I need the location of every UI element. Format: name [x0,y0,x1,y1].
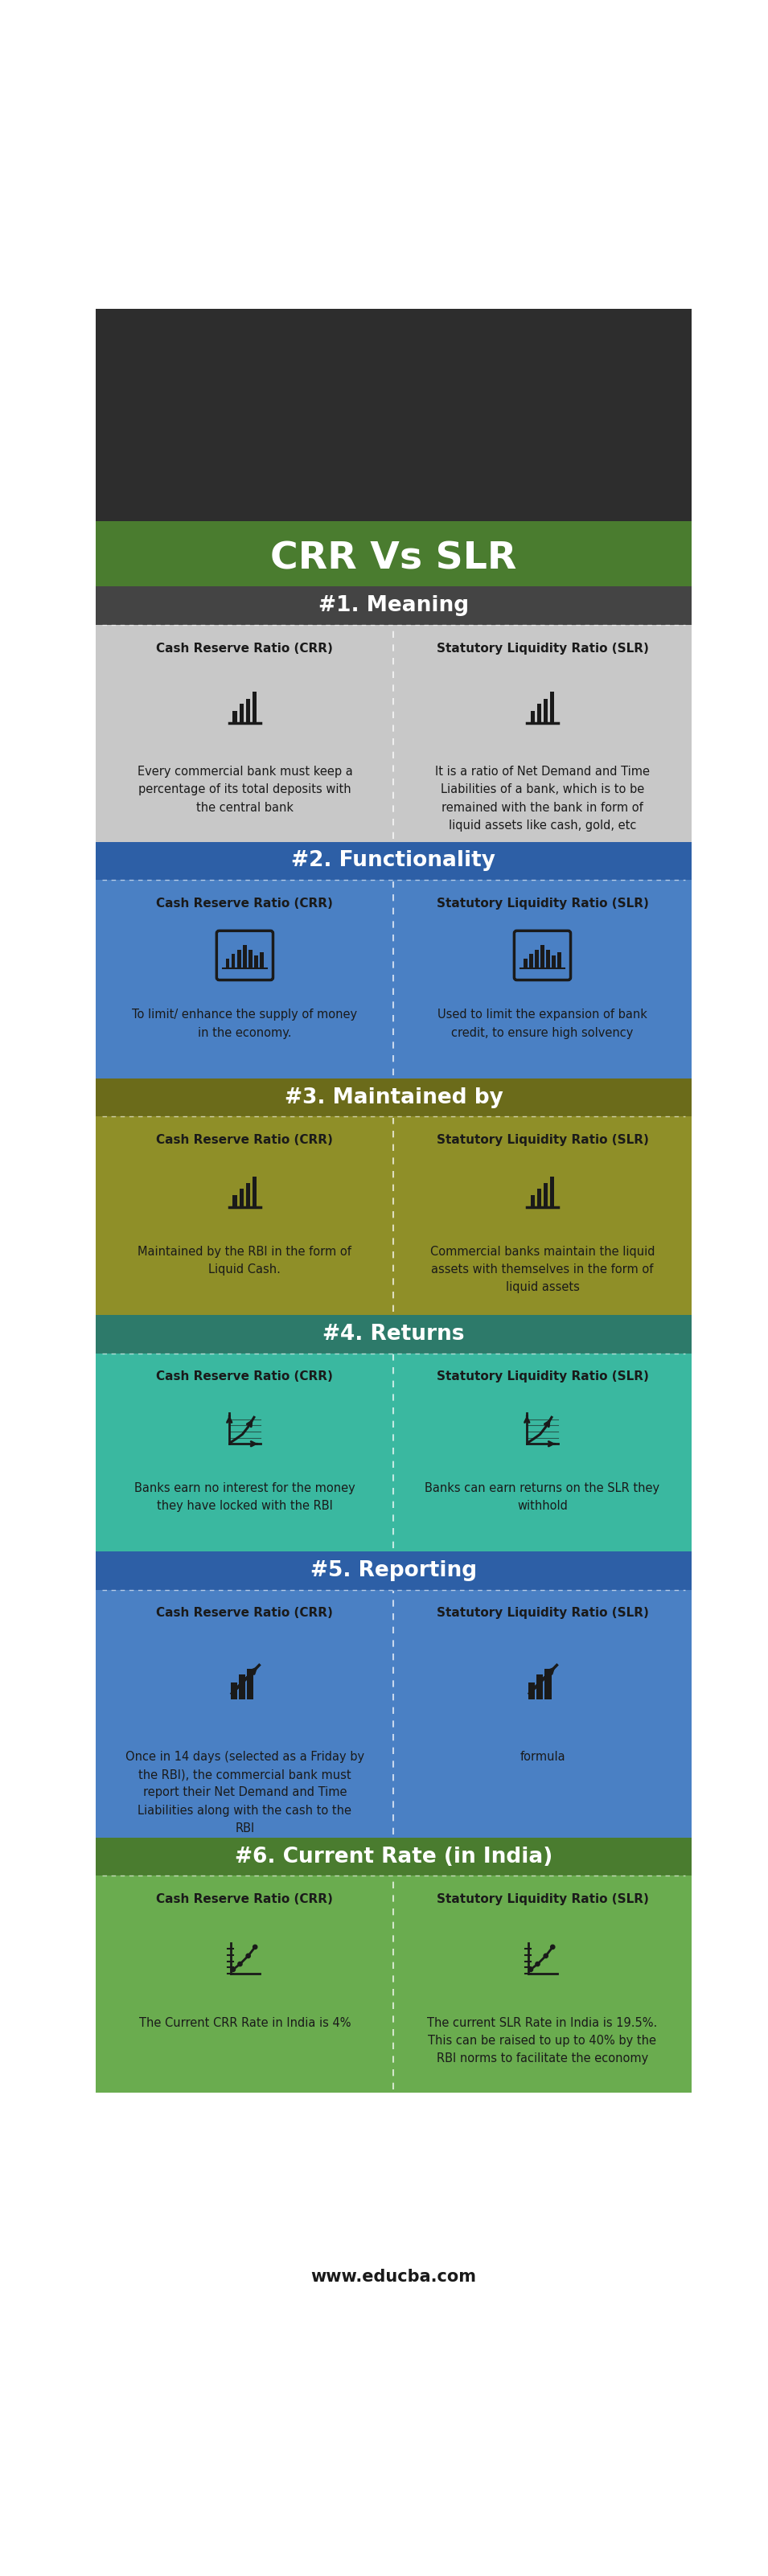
Text: Statutory Liquidity Ratio (SLR): Statutory Liquidity Ratio (SLR) [436,1370,648,1383]
Text: The current SLR Rate in India is 19.5%.
This can be raised to up to 40% by the
R: The current SLR Rate in India is 19.5%. … [427,2017,657,2063]
Bar [96,1115,691,1314]
Bar [247,1669,253,1700]
Bar [529,953,533,969]
Bar [96,520,691,533]
Bar [544,698,548,724]
Text: Cash Reserve Ratio (CRR): Cash Reserve Ratio (CRR) [157,1370,333,1383]
Bar [233,711,237,724]
Bar [254,956,258,969]
Text: Statutory Liquidity Ratio (SLR): Statutory Liquidity Ratio (SLR) [436,1133,648,1146]
Bar [233,1195,237,1208]
Bar [96,1551,691,1589]
Bar [226,958,230,969]
Bar [96,1352,691,1551]
Bar [246,1182,250,1208]
Bar [536,1674,543,1700]
Text: Commercial banks maintain the liquid
assets with themselves in the form of
liqui: Commercial banks maintain the liquid ass… [430,1244,655,1293]
Text: Cash Reserve Ratio (CRR): Cash Reserve Ratio (CRR) [157,1893,333,1906]
Text: #1. Meaning: #1. Meaning [319,595,468,616]
Bar [96,1589,691,1837]
Bar [96,1314,691,1352]
Text: Once in 14 days (selected as a Friday by
the RBI), the commercial bank must
repo: Once in 14 days (selected as a Friday by… [125,1752,364,1834]
Bar [546,951,550,969]
Text: www.educba.com: www.educba.com [311,2269,476,2285]
Text: Cash Reserve Ratio (CRR): Cash Reserve Ratio (CRR) [157,1607,333,1620]
Bar [96,1079,691,1115]
Text: #2. Functionality: #2. Functionality [292,850,495,871]
Bar [96,1837,691,1875]
Bar [544,1182,548,1208]
Text: Statutory Liquidity Ratio (SLR): Statutory Liquidity Ratio (SLR) [436,1607,648,1620]
Bar [550,1177,554,1208]
Bar [531,1195,535,1208]
Bar [243,945,247,969]
Text: Cash Reserve Ratio (CRR): Cash Reserve Ratio (CRR) [157,641,333,654]
Bar [230,1682,237,1700]
Bar [253,1177,257,1208]
Text: formula: formula [520,1752,565,1762]
Text: #3. Maintained by: #3. Maintained by [284,1087,503,1108]
Bar [237,951,241,969]
Text: Cash Reserve Ratio (CRR): Cash Reserve Ratio (CRR) [157,1133,333,1146]
Bar [96,587,691,626]
Bar [253,693,257,724]
Bar [96,533,691,587]
Bar [96,842,691,881]
Text: Maintained by the RBI in the form of
Liquid Cash.: Maintained by the RBI in the form of Liq… [138,1244,352,1275]
Text: Every commercial bank must keep a
percentage of its total deposits with
the cent: Every commercial bank must keep a percen… [137,765,353,814]
Text: To limit/ enhance the supply of money
in the economy.: To limit/ enhance the supply of money in… [132,1010,357,1038]
Bar [545,1669,551,1700]
Bar [96,309,691,533]
Text: Banks earn no interest for the money
they have locked with the RBI: Banks earn no interest for the money the… [134,1481,356,1512]
Bar [550,693,554,724]
Bar [535,951,538,969]
Text: Banks can earn returns on the SLR they
withhold: Banks can earn returns on the SLR they w… [425,1481,660,1512]
Text: Statutory Liquidity Ratio (SLR): Statutory Liquidity Ratio (SLR) [436,1893,648,1906]
Text: It is a ratio of Net Demand and Time
Liabilities of a bank, which is to be
remai: It is a ratio of Net Demand and Time Lia… [435,765,650,832]
Text: #6. Current Rate (in India): #6. Current Rate (in India) [235,1847,552,1868]
Text: Statutory Liquidity Ratio (SLR): Statutory Liquidity Ratio (SLR) [436,641,648,654]
Bar [240,1188,243,1208]
Text: #4. Returns: #4. Returns [323,1324,465,1345]
Bar [246,698,250,724]
Text: Statutory Liquidity Ratio (SLR): Statutory Liquidity Ratio (SLR) [436,896,648,909]
Text: The Current CRR Rate in India is 4%: The Current CRR Rate in India is 4% [139,2017,351,2030]
Bar [552,956,555,969]
Bar [249,951,252,969]
Bar [96,1875,691,2092]
Bar [96,881,691,1079]
Bar [537,703,541,724]
Bar [528,1682,535,1700]
Text: Used to limit the expansion of bank
credit, to ensure high solvency: Used to limit the expansion of bank cred… [438,1010,647,1038]
Bar [96,2262,691,2293]
Bar [537,1188,541,1208]
Bar [524,958,527,969]
Bar [541,945,544,969]
Bar [232,953,235,969]
Bar [531,711,535,724]
Bar [558,953,561,969]
Bar [260,953,263,969]
Bar [239,1674,246,1700]
Text: CRR Vs SLR: CRR Vs SLR [270,541,517,577]
Text: #5. Reporting: #5. Reporting [310,1561,477,1582]
Bar [96,626,691,842]
Bar [240,703,243,724]
Text: Cash Reserve Ratio (CRR): Cash Reserve Ratio (CRR) [157,896,333,909]
